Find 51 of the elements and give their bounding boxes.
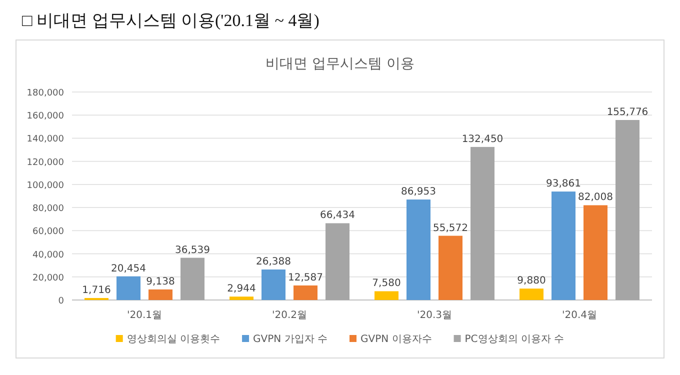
bar [374,291,398,300]
data-label: 1,716 [82,285,111,296]
data-label: 55,572 [433,222,468,234]
data-label: 155,776 [606,106,648,118]
x-tick-label: '20.3월 [416,310,452,321]
legend-label: PC영상회의 이용자 수 [464,334,564,345]
data-label: 132,450 [462,134,504,145]
x-tick-label: '20.4월 [562,310,598,321]
data-label: 2,944 [227,284,256,295]
bar [520,288,544,300]
x-tick-label: '20.2월 [272,310,308,321]
bar [294,285,318,300]
data-label: 82,008 [578,192,613,204]
chart-title: □ 비대면 업무시스템 이용('20.1월 ~ 4월) [22,11,320,30]
data-label: 9,138 [146,276,175,288]
data-label: 9,880 [517,276,546,287]
legend-label: GVPN 가입자 수 [253,334,328,345]
y-tick-label: 20,000 [32,273,64,284]
y-tick-label: 0 [58,296,64,306]
y-tick-label: 120,000 [26,158,64,168]
legend-label: GVPN 이용자수 [360,334,432,345]
y-tick-label: 40,000 [32,250,64,260]
bar [470,146,494,300]
legend-label: 영상회의실 이용횟수 [126,334,220,345]
bar [180,258,204,300]
bar [438,236,462,300]
data-label: 26,388 [256,256,291,268]
data-label: 86,953 [401,186,436,198]
data-label: 36,539 [175,244,210,256]
data-label: 20,454 [111,263,146,274]
y-tick-label: 100,000 [26,180,64,191]
y-tick-label: 180,000 [26,88,64,98]
data-label: 12,587 [288,272,323,284]
y-tick-label: 80,000 [32,204,64,214]
bar [406,200,430,300]
chart-subtitle: 비대면 업무시스템 이용 [266,56,414,72]
data-label: 93,861 [546,178,581,190]
y-tick-label: 60,000 [32,227,64,238]
bar [230,296,254,300]
y-tick-label: 160,000 [26,112,64,122]
y-tick-label: 140,000 [26,134,64,145]
bar [326,223,350,300]
data-label: 66,434 [320,210,355,222]
bar [584,205,608,300]
data-label: 7,580 [372,278,401,290]
x-tick-label: '20.1월 [126,310,162,321]
bar [552,192,576,300]
bar [116,276,140,300]
bar [262,270,286,300]
bar [148,289,172,300]
bar [616,120,640,300]
